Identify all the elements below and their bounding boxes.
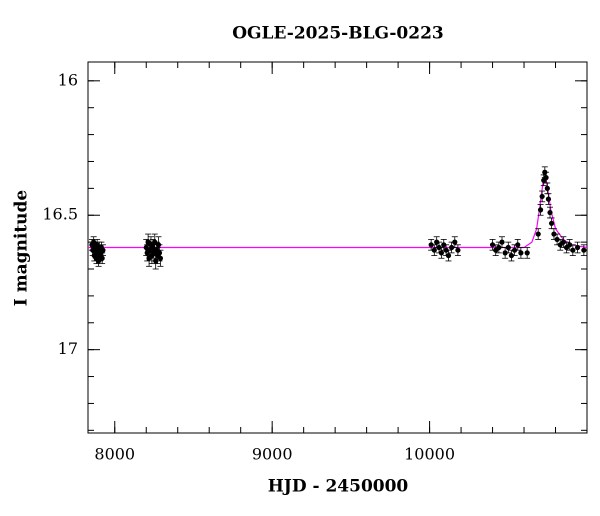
- model-curve: [88, 174, 588, 249]
- y-tick-label: 16.5: [42, 205, 78, 224]
- data-point: [445, 252, 452, 259]
- data-point: [518, 250, 524, 256]
- data-point: [438, 250, 444, 256]
- data-point: [554, 236, 560, 243]
- x-axis-label: HJD - 2450000: [268, 477, 409, 497]
- data-point: [574, 244, 581, 251]
- data-point: [515, 242, 521, 248]
- data-point: [537, 207, 544, 213]
- data-point: [100, 247, 106, 253]
- data-point: [489, 242, 496, 248]
- data-point: [508, 252, 515, 259]
- y-tick-label: 17: [58, 339, 78, 358]
- data-point: [449, 244, 455, 251]
- data-point: [455, 247, 461, 253]
- data-point: [153, 258, 159, 264]
- data-point: [499, 239, 505, 245]
- data-point: [539, 193, 545, 200]
- y-axis-label: I magnitude: [12, 190, 32, 307]
- data-point: [431, 247, 437, 253]
- data-point: [535, 231, 541, 237]
- chart-title: OGLE-2025-BLG-0223: [232, 24, 444, 44]
- data-point: [570, 247, 576, 253]
- data-point: [157, 255, 164, 261]
- data-point: [156, 250, 163, 256]
- x-tick-label: 9000: [252, 445, 293, 464]
- data-point: [496, 244, 502, 251]
- data-point: [524, 250, 530, 256]
- x-tick-label: 8000: [94, 445, 135, 464]
- data-point: [543, 175, 549, 181]
- x-tick-label: 10000: [404, 445, 455, 464]
- data-point: [567, 242, 573, 248]
- data-point: [502, 250, 508, 256]
- data-point: [452, 239, 458, 245]
- data-point: [428, 242, 434, 248]
- y-tick-label: 16: [58, 70, 78, 89]
- data-point: [551, 231, 557, 237]
- data-point: [544, 185, 550, 191]
- data-point: [545, 196, 552, 202]
- data-point: [505, 244, 511, 251]
- data-point: [511, 247, 518, 253]
- data-point: [547, 209, 553, 216]
- data-point: [548, 220, 555, 226]
- data-point: [99, 255, 105, 261]
- data-point: [560, 239, 566, 245]
- data-point: [581, 247, 587, 253]
